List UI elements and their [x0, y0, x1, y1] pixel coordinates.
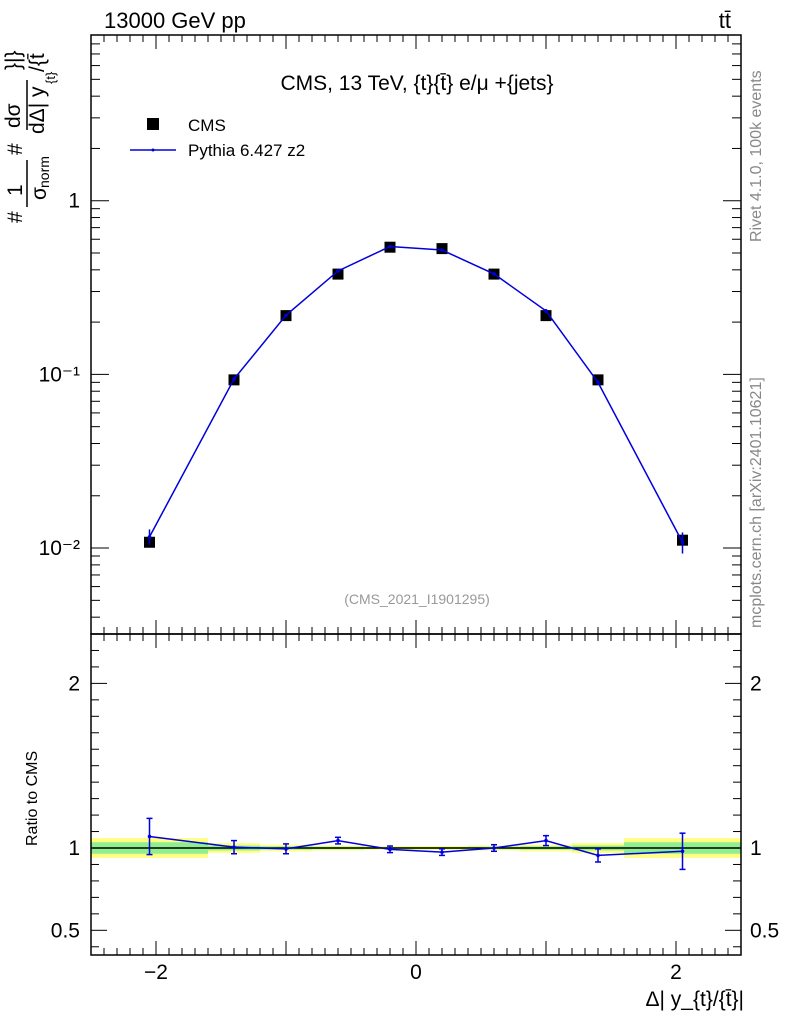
- plot-title: CMS, 13 TeV, {t}{t̄} e/μ +{jets}: [280, 72, 553, 95]
- panel-frames: −2 0 2 1 10⁻¹ 10⁻² 0.5 0.5 1 1 2 2: [39, 34, 779, 984]
- pythia-data-point: [147, 535, 152, 539]
- ylabel-one: 1: [4, 184, 27, 196]
- x-axis-label: Δ| y_{t}/{t̄}|: [645, 988, 744, 1011]
- pythia-data-point: [492, 272, 496, 276]
- main-y-axis-label: # 1 σ norm # dσ dΔ| y {t} /{t̄ }|}: [2, 51, 58, 223]
- ratio-data-point: [284, 847, 288, 851]
- ratio-y-tick-label-right: 2: [750, 672, 762, 695]
- x-axis-label-text: Δ| y_{t}/{t̄}|: [645, 988, 744, 1011]
- ylabel-close: }|}: [2, 51, 25, 70]
- ratio-series-line: [149, 835, 683, 857]
- header-energy-label: 13000 GeV pp: [104, 8, 246, 33]
- cms-data-point: [540, 310, 552, 322]
- main-y-tick-label: 10⁻¹: [39, 363, 80, 386]
- pythia-data-point: [544, 309, 548, 313]
- ratio-data-point: [336, 838, 340, 843]
- ratio-y-tick-label-right: 0.5: [750, 919, 779, 942]
- x-tick-label: 2: [670, 961, 682, 984]
- pythia-data-point: [284, 313, 288, 318]
- legend: CMS Pythia 6.427 z2: [130, 116, 305, 160]
- ratio-panel: [91, 817, 741, 871]
- main-panel: [144, 241, 688, 554]
- main-y-tick-label: 1: [68, 190, 80, 213]
- pythia-data-point: [232, 377, 236, 381]
- analysis-watermark: (CMS_2021_I1901295): [344, 591, 490, 607]
- legend-cms-marker: [147, 118, 159, 130]
- ratio-data-point: [440, 850, 444, 854]
- x-tick-label: −2: [144, 961, 168, 984]
- pythia-data-point: [596, 380, 600, 385]
- ylabel-hash-2: #: [4, 143, 27, 155]
- ratio-panel-frame: [90, 633, 742, 956]
- mcplots-label: mcplots.cern.ch [arXiv:2401.10621]: [748, 377, 765, 628]
- rivet-label: Rivet 4.1.0, 100k events: [748, 70, 765, 242]
- ratio-data-point: [680, 849, 685, 854]
- ylabel-hash-1: #: [4, 211, 27, 223]
- ratio-y-tick-label-right: 1: [750, 837, 762, 860]
- ratio-y-tick-label-left: 2: [68, 672, 80, 695]
- ylabel-den-sub: {t}: [43, 71, 58, 84]
- ylabel-dsigma: dσ: [2, 103, 25, 128]
- ylabel-denominator: dΔ| y: [26, 86, 49, 134]
- pythia-data-point: [388, 244, 392, 249]
- header-process-label: tt̄: [719, 8, 731, 33]
- pythia-data-point: [440, 248, 444, 252]
- legend-pythia-label: Pythia 6.427 z2: [188, 141, 305, 160]
- ratio-data-point: [147, 834, 152, 839]
- ratio-data-point: [492, 846, 496, 850]
- x-tick-label: 0: [410, 961, 422, 984]
- ratio-y-axis-label: Ratio to CMS: [24, 751, 41, 846]
- ratio-data-point: [544, 838, 548, 843]
- ratio-y-tick-label-left: 1: [68, 837, 80, 860]
- pythia-data-point: [336, 269, 340, 273]
- ylabel-norm: norm: [36, 156, 52, 188]
- legend-pythia-marker: [151, 148, 155, 152]
- legend-cms-label: CMS: [188, 116, 226, 135]
- ratio-data-point: [596, 853, 600, 858]
- ylabel-den-end: /{t̄: [26, 53, 49, 72]
- pythia-data-point: [680, 540, 685, 545]
- cms-data-point: [332, 268, 344, 280]
- ylabel-sigma: σ: [28, 187, 51, 200]
- ratio-data-point: [388, 847, 392, 852]
- ratio-y-tick-label-left: 0.5: [51, 919, 80, 942]
- ratio-data-point: [232, 845, 236, 849]
- main-y-tick-label: 10⁻²: [39, 537, 80, 560]
- pythia-series-line: [148, 245, 684, 543]
